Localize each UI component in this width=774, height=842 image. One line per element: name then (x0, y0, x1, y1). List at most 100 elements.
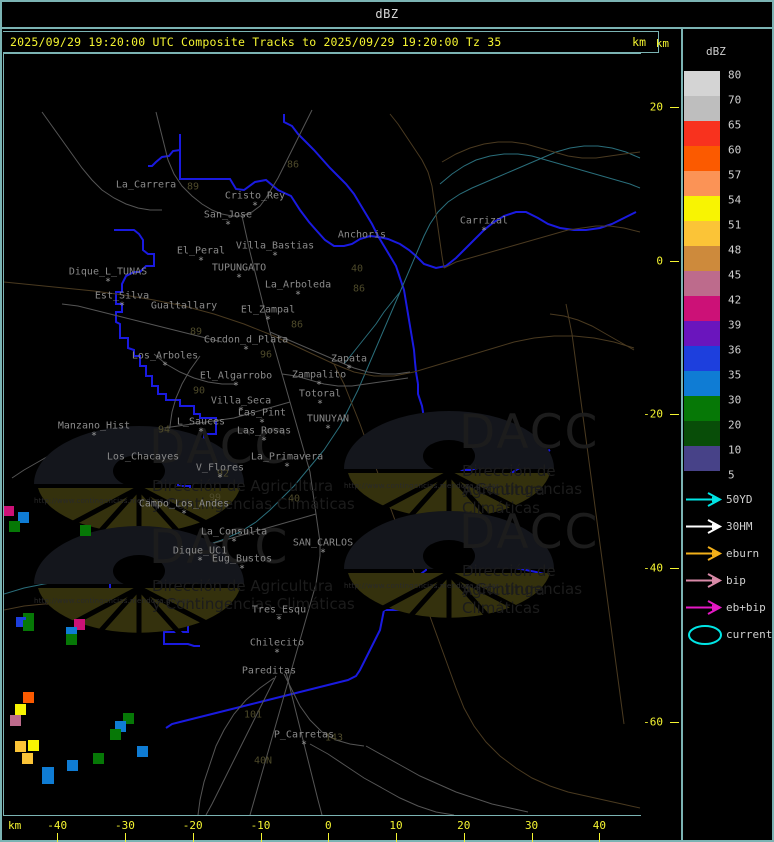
track-legend-item-30HM[interactable]: 30HM (684, 513, 774, 540)
x-tick-label-0: 0 (324, 819, 332, 832)
x-tick-mark-30 (531, 833, 533, 842)
city-label-san_jose: San_Jose (203, 209, 253, 221)
frame-title-divider (0, 27, 774, 29)
city-label-est_silva: Est_Silva (94, 290, 150, 302)
frame-bottom (0, 840, 774, 842)
timestamp-text: 2025/09/29 19:20:00 UTC Composite Tracks… (10, 35, 502, 49)
x-tick-label-40: 40 (592, 819, 606, 832)
reflectivity-cell (74, 619, 85, 630)
road-number-89: 89 (189, 326, 203, 338)
geography-layer (4, 109, 641, 815)
city-marker-icon: * (235, 272, 243, 284)
city-label-gualtallary: Gualtallary (150, 300, 218, 312)
city-label-los_arboles: Los_Arboles (131, 350, 199, 362)
city-marker-icon: * (90, 430, 98, 442)
city-marker-icon: * (271, 250, 279, 262)
track-legend-item-current[interactable]: current (684, 621, 774, 648)
city-label-la_primavera: La_Primavera (250, 451, 324, 463)
colorbar-strip[interactable] (684, 71, 720, 471)
radar-map-panel[interactable]: DACC Dirección de Agricultura y Continge… (3, 53, 641, 816)
track-legend-item-eb-bip[interactable]: eb+bip (684, 594, 774, 621)
city-label-el_peral: El_Peral (176, 245, 226, 257)
reflectivity-cell (18, 512, 29, 523)
city-marker-icon: * (300, 739, 308, 751)
window-title: dBZ (375, 7, 399, 21)
city-label-pareditas: Pareditas (241, 665, 297, 677)
city-label-tunuyan: TUNUYAN (306, 413, 350, 425)
city-label-tres_esqu: Tres_Esqu (251, 604, 307, 616)
track-arrow-icon (684, 513, 726, 540)
road-number-86: 86 (290, 319, 304, 331)
reflectivity-cell (16, 617, 26, 627)
y-tick-label--20: -20 (643, 407, 663, 421)
colorbar-band-36 (684, 346, 720, 371)
x-axis: km -40 -30 -20 -10 0 10 20 30 40 (3, 816, 683, 842)
city-label-villa_seca: Villa_Seca (210, 395, 272, 407)
road-number-40N: 40N (253, 755, 273, 767)
city-label-carrizal: Carrizal (459, 215, 509, 227)
city-label-la_carrera: La_Carrera (115, 179, 177, 191)
reflectivity-cell (137, 746, 148, 757)
reflectivity-cell (66, 634, 77, 645)
road-layer-primary (11, 109, 529, 815)
city-marker-icon: * (197, 255, 205, 267)
road-number-86: 86 (352, 283, 366, 295)
city-marker-icon: * (258, 417, 266, 429)
y-tick-mark--40 (670, 568, 679, 570)
road-number-90: 90 (192, 385, 206, 397)
colorbar-band-57 (684, 171, 720, 196)
colorbar-label-48: 48 (728, 243, 742, 257)
track-legend-item-50YD[interactable]: 50YD (684, 486, 774, 513)
x-tick-mark-0 (328, 833, 330, 842)
x-tick-label--30: -30 (115, 819, 135, 832)
timestamp-header: 2025/09/29 19:20:00 UTC Composite Tracks… (3, 31, 771, 53)
colorbar-band-45 (684, 271, 720, 296)
colorbar-band-48 (684, 246, 720, 271)
city-marker-icon: * (216, 472, 224, 484)
city-marker-icon: * (104, 276, 112, 288)
colorbar-band-35 (684, 371, 720, 396)
track-legend-item-bip[interactable]: bip (684, 567, 774, 594)
x-tick-mark-10 (396, 833, 398, 842)
radar-map-canvas[interactable]: DACC Dirección de Agricultura y Continge… (4, 54, 641, 815)
colorbar-label-39: 39 (728, 318, 742, 332)
city-marker-icon: * (316, 398, 324, 410)
city-label-anchoris: Anchoris (337, 229, 387, 241)
track-legend-item-eburn[interactable]: eburn (684, 540, 774, 567)
track-legend-label: eburn (726, 547, 760, 560)
y-tick-mark--60 (670, 721, 679, 723)
current-ellipse-icon (684, 621, 726, 648)
reflectivity-cell (80, 525, 91, 536)
colorbar-band-54 (684, 196, 720, 221)
road-number-101: 101 (243, 709, 263, 721)
track-legend-label: 50YD (726, 493, 753, 506)
city-label-san_carlos: SAN_CARLOS (292, 537, 354, 549)
x-tick-label-10: 10 (389, 819, 403, 832)
city-marker-icon: * (324, 423, 332, 435)
x-tick-mark-40 (599, 833, 601, 842)
track-arrow-icon (684, 486, 726, 513)
city-label-totoral: Totoral (298, 388, 342, 400)
reflectivity-cell (23, 620, 34, 631)
x-axis-unit-label: km (8, 819, 22, 832)
colorbar-label-65: 65 (728, 118, 742, 132)
y-tick-mark--20 (670, 414, 679, 416)
city-marker-icon: * (196, 555, 204, 567)
city-marker-icon: * (345, 363, 353, 375)
reflectivity-cell (15, 741, 26, 752)
city-label-villa_bastias: Villa_Bastias (235, 240, 315, 252)
x-tick-label--10: -10 (250, 819, 271, 832)
city-label-dique_uc1: Dique_UC1 (172, 545, 228, 557)
city-label-eug_bustos: Eug_Bustos (211, 553, 273, 565)
reflectivity-cell (110, 729, 121, 740)
city-label-l_sauces: L_Sauces (176, 416, 226, 428)
city-marker-icon: * (283, 461, 291, 473)
city-marker-icon: * (118, 300, 126, 312)
colorbar-label-10: 10 (728, 443, 742, 457)
track-arrow-icon (684, 567, 726, 594)
y-tick-label--40: -40 (643, 561, 663, 575)
city-label-la_arboleda: La_Arboleda (264, 279, 332, 291)
reflectivity-cell (4, 506, 14, 516)
city-marker-icon: * (260, 435, 268, 447)
city-marker-icon: * (237, 405, 245, 417)
